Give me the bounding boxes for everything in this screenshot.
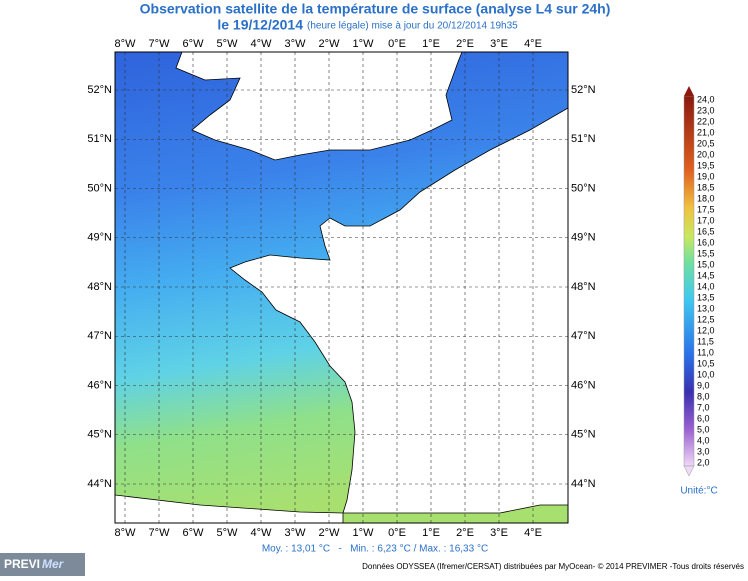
colorbar-arrow-top: [684, 86, 694, 96]
colorbar-label: 17,5: [697, 204, 715, 214]
lon-label-bottom: 7°W: [149, 527, 171, 539]
colorbar-label: 9,0: [697, 380, 710, 390]
colorbar-label: 18,5: [697, 182, 715, 192]
lon-label-bottom: 2°W: [319, 527, 341, 539]
colorbar-label: 8,0: [697, 391, 710, 401]
map-frame: [114, 51, 569, 524]
lat-label-right: 47°N: [571, 330, 596, 342]
colorbar-arrow-bottom: [683, 465, 695, 477]
lat-label-left: 49°N: [87, 232, 112, 244]
lat-label-right: 49°N: [571, 232, 596, 244]
lon-label-bottom: 3°E: [490, 527, 508, 539]
lat-label-left: 50°N: [87, 182, 112, 194]
colorbar-label: 18,0: [697, 193, 715, 203]
colorbar-label: 11,0: [697, 347, 714, 357]
lat-label-left: 52°N: [87, 84, 112, 96]
colorbar-label: 14,0: [697, 281, 715, 291]
lon-label-top: 6°W: [183, 38, 205, 50]
colorbar-label: 14,5: [697, 270, 715, 280]
colorbar-label: 23,0: [697, 105, 715, 115]
lat-label-left: 45°N: [87, 429, 112, 441]
stats: Moy. : 13,01 °C - Min. : 6,23 °C / Max. …: [262, 544, 488, 555]
lon-label-top: 5°W: [217, 38, 239, 50]
logo-b: Mer: [42, 557, 65, 571]
colorbar-label: 16,5: [697, 226, 715, 236]
lon-label-top: 3°W: [285, 38, 307, 50]
colorbar-label: 21,0: [697, 127, 715, 137]
colorbar-label: 20,0: [697, 149, 715, 159]
colorbar-label: 12,5: [697, 314, 715, 324]
colorbar-label: 19,5: [697, 160, 715, 170]
colorbar-label: 15,0: [697, 259, 715, 269]
lon-label-bottom: 3°W: [285, 527, 307, 539]
colorbar-label: 6,0: [697, 413, 710, 423]
lon-label-top: 3°E: [490, 38, 508, 50]
lat-label-right: 46°N: [571, 379, 596, 391]
colorbar-label: 20,5: [697, 138, 715, 148]
lat-label-left: 51°N: [87, 133, 112, 145]
lon-label-bottom: 6°W: [183, 527, 205, 539]
colorbar-label: 19,0: [697, 171, 715, 181]
lat-label-left: 44°N: [87, 478, 112, 490]
colorbar-label: 2,0: [697, 457, 710, 467]
lat-label-right: 44°N: [571, 478, 596, 490]
colorbar-label: 10,0: [697, 369, 715, 379]
land-france: [229, 107, 569, 514]
logo-a: PREVI: [4, 557, 40, 571]
lat-label-right: 48°N: [571, 281, 596, 293]
lon-label-top: 1°E: [422, 38, 440, 50]
lat-label-left: 46°N: [87, 379, 112, 391]
colorbar-label: 11,5: [697, 336, 714, 346]
colorbar-label: 22,0: [697, 116, 715, 126]
lon-label-top: 2°E: [456, 38, 474, 50]
colorbar: [683, 95, 695, 467]
lon-label-bottom: 1°E: [422, 527, 440, 539]
lat-label-right: 50°N: [571, 182, 596, 194]
colorbar-label: 15,5: [697, 248, 715, 258]
lon-label-top: 2°W: [319, 38, 341, 50]
title: Observation satellite de la température …: [140, 1, 611, 17]
lat-label-left: 48°N: [87, 281, 112, 293]
lon-label-bottom: 1°W: [353, 527, 375, 539]
lon-label-bottom: 0°E: [388, 527, 406, 539]
colorbar-label: 12,0: [697, 325, 715, 335]
lon-label-top: 4°W: [251, 38, 273, 50]
date: le 19/12/2014: [217, 17, 303, 33]
lon-label-top: 0°E: [388, 38, 406, 50]
lat-label-left: 47°N: [87, 330, 112, 342]
lat-label-right: 45°N: [571, 429, 596, 441]
lon-label-bottom: 5°W: [217, 527, 239, 539]
lon-label-top: 1°W: [353, 38, 375, 50]
update: (heure légale) mise à jour du 20/12/2014…: [307, 21, 518, 32]
lon-label-bottom: 2°E: [456, 527, 474, 539]
lon-label-bottom: 4°E: [524, 527, 542, 539]
colorbar-label: 5,0: [697, 424, 710, 434]
lon-label-top: 8°W: [115, 38, 137, 50]
colorbar-label: 7,0: [697, 402, 710, 412]
colorbar-label: 3,0: [697, 446, 710, 456]
unit: Unité:°C: [680, 486, 717, 497]
colorbar-label: 17,0: [697, 215, 715, 225]
colorbar-label: 24,0: [697, 94, 715, 104]
colorbar-label: 16,0: [697, 237, 715, 247]
credits: Données ODYSSEA (Ifremer/CERSAT) distrib…: [362, 562, 744, 571]
colorbar-label: 4,0: [697, 435, 710, 445]
lat-label-right: 51°N: [571, 133, 596, 145]
land-england: [175, 51, 463, 161]
lat-label-right: 52°N: [571, 84, 596, 96]
colorbar-label: 10,5: [697, 358, 715, 368]
colorbar-label: 13,5: [697, 292, 715, 302]
lon-label-top: 7°W: [149, 38, 171, 50]
logo-bg: [0, 553, 85, 576]
lon-label-bottom: 8°W: [115, 527, 137, 539]
lon-label-bottom: 4°W: [251, 527, 273, 539]
lon-label-top: 4°E: [524, 38, 542, 50]
map: [114, 51, 569, 524]
colorbar-label: 13,0: [697, 303, 715, 313]
